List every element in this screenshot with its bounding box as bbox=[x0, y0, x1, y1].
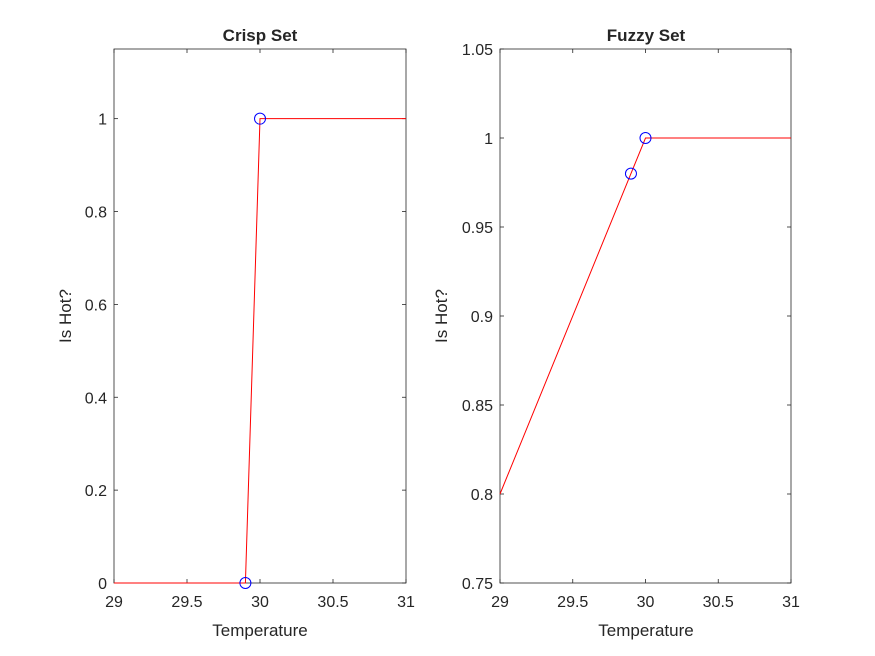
crisp-data-point bbox=[254, 112, 266, 125]
fuzzy-series-line bbox=[499, 137, 791, 495]
fuzzy-ytick-label: 0.85 bbox=[462, 398, 493, 415]
fuzzy-ytick-label: 0.95 bbox=[462, 220, 493, 237]
crisp-series-line bbox=[114, 118, 406, 584]
crisp-xtick-label: 30.5 bbox=[317, 594, 348, 611]
fuzzy-ytick-label: 1.05 bbox=[462, 42, 493, 59]
fuzzy-xtick-label: 30.5 bbox=[703, 594, 734, 611]
crisp-ytick-label: 0.4 bbox=[85, 390, 107, 407]
fuzzy-ytick-label: 0.9 bbox=[471, 309, 493, 326]
crisp-xtick-label: 29.5 bbox=[171, 594, 202, 611]
fuzzy-ytick-label: 0.75 bbox=[462, 576, 493, 593]
fuzzy-data-point bbox=[639, 132, 652, 144]
crisp-xtick-label: 30 bbox=[251, 594, 269, 611]
fuzzy-xtick-label: 29 bbox=[491, 594, 509, 611]
crisp-set-xlabel: Temperature bbox=[212, 621, 307, 640]
crisp-set-ylabel: Is Hot? bbox=[56, 289, 75, 343]
crisp-set-axes: Crisp Set Temperature Is Hot? 29 29.5 30 30… bbox=[56, 26, 415, 640]
fuzzy-set-title: Fuzzy Set bbox=[607, 26, 686, 45]
crisp-data-point bbox=[239, 577, 252, 589]
crisp-ytick-label: 0.8 bbox=[85, 205, 107, 222]
crisp-xtick-label: 31 bbox=[397, 594, 415, 611]
fuzzy-ytick-label: 0.8 bbox=[471, 487, 493, 504]
fuzzy-axes-box bbox=[499, 48, 792, 584]
fuzzy-xtick-label: 30 bbox=[637, 594, 655, 611]
fuzzy-xtick-label: 29.5 bbox=[557, 594, 588, 611]
fuzzy-set-xlabel: Temperature bbox=[598, 621, 693, 640]
crisp-set-title: Crisp Set bbox=[223, 26, 298, 45]
crisp-ytick-label: 0.6 bbox=[85, 297, 107, 314]
fuzzy-set-ylabel: Is Hot? bbox=[432, 289, 451, 343]
crisp-ytick-label: 1 bbox=[98, 112, 107, 129]
fuzzy-xtick-label: 31 bbox=[782, 594, 800, 611]
crisp-xtick-label: 29 bbox=[105, 594, 123, 611]
fuzzy-data-point bbox=[624, 167, 637, 180]
crisp-ytick-label: 0 bbox=[98, 576, 107, 593]
crisp-ytick-label: 0.2 bbox=[85, 483, 107, 500]
fuzzy-set-axes: Fuzzy Set Temperature Is Hot? 29 29.5 30 30… bbox=[432, 26, 800, 640]
fuzzy-ytick-label: 1 bbox=[484, 131, 493, 148]
